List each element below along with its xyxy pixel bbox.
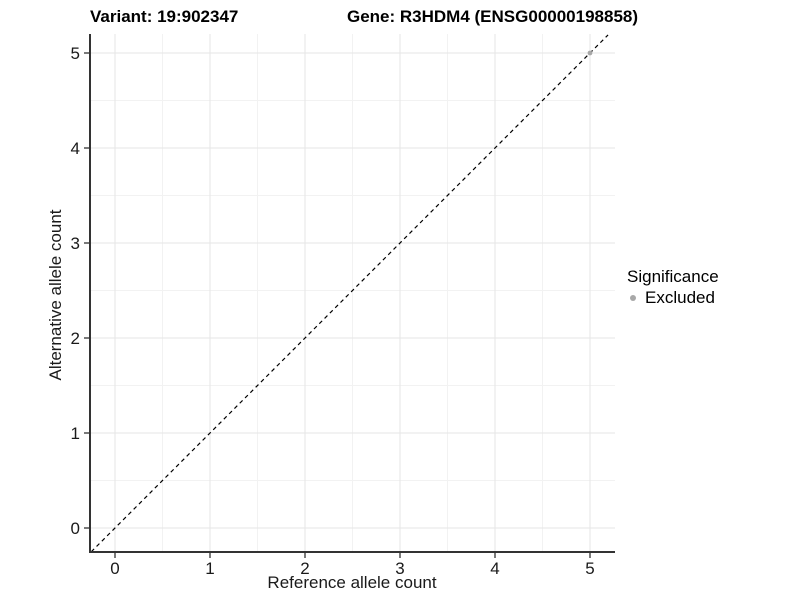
x-tick-label: 4 — [490, 559, 499, 578]
identity-line — [90, 34, 609, 553]
y-tick-label: 4 — [71, 139, 80, 158]
legend-dot-icon — [630, 294, 636, 301]
y-tick-label: 0 — [71, 519, 80, 538]
data-point-excluded — [587, 50, 593, 56]
legend: Significance Excluded — [627, 266, 719, 308]
legend-title: Significance — [627, 267, 719, 286]
legend-item-label: Excluded — [645, 288, 715, 307]
x-axis-title: Reference allele count — [267, 573, 437, 592]
y-tick-label: 1 — [71, 424, 80, 443]
y-tick-label: 5 — [71, 44, 80, 63]
gene-title: Gene: R3HDM4 (ENSG00000198858) — [347, 7, 639, 26]
y-tick-label: 2 — [71, 329, 80, 348]
legend-items: Excluded — [627, 287, 719, 308]
x-tick-label: 1 — [205, 559, 214, 578]
x-tick-label: 5 — [585, 559, 594, 578]
x-tick-label: 0 — [110, 559, 119, 578]
x-tick-label: 2 — [300, 559, 309, 578]
y-axis-title: Alternative allele count — [46, 209, 65, 381]
y-tick-label: 3 — [71, 234, 80, 253]
legend-item: Excluded — [627, 287, 719, 308]
variant-title: Variant: 19:902347 — [90, 7, 239, 26]
x-tick-label: 3 — [395, 559, 404, 578]
